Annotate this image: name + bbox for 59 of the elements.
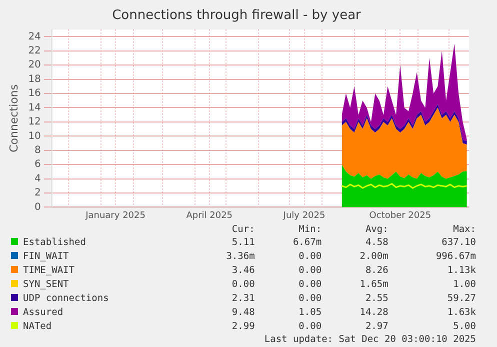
text: 996.67m: [434, 250, 477, 264]
x-tick-label: January 2025: [84, 210, 146, 221]
legend-label: TIME_WAIT: [22, 264, 76, 278]
text: Cur:: [230, 224, 256, 236]
y-tick-label: 4: [34, 173, 41, 184]
text: 0.00: [298, 278, 323, 292]
y-tick-label: 12: [28, 116, 41, 128]
text: 1.00: [452, 278, 477, 292]
y-tick-label: 22: [28, 46, 41, 57]
y-axis-title: Connections: [7, 84, 20, 152]
text: Min:: [298, 224, 323, 236]
text: 59.27: [446, 292, 477, 306]
legend-label: Assured: [22, 306, 64, 320]
text: 8.26: [364, 264, 390, 278]
legend-label: UDP connections: [22, 292, 110, 306]
y-tick-label: 16: [28, 88, 41, 100]
y-tick-label: 8: [34, 144, 41, 156]
text: 3.36m: [225, 250, 256, 264]
text: 0.00: [298, 292, 323, 306]
y-tick-label: 6: [34, 159, 41, 170]
text: 6.67m: [292, 236, 323, 250]
text: Max:: [452, 224, 477, 236]
legend-label: FIN_WAIT: [22, 250, 70, 264]
text: 1.65m: [358, 278, 390, 292]
text: Avg:: [364, 224, 390, 236]
legend-label: Established: [22, 236, 87, 250]
text: 1.05: [298, 306, 323, 320]
legend-label: NATed: [22, 320, 53, 334]
text: 14.28: [358, 306, 390, 320]
text: 2.99: [230, 320, 256, 334]
text: 1.63k: [446, 306, 477, 320]
x-tick-label: October 2025: [369, 210, 432, 221]
y-tick-label: 0: [34, 202, 41, 213]
y-tick-label: 14: [28, 102, 41, 114]
text: Last update: Sat Dec 20 03:00:10 2025: [263, 334, 477, 346]
text: 0.00: [230, 278, 256, 292]
text: 9.48: [230, 306, 256, 320]
chart-title: Connections through firewall - by year: [112, 8, 362, 24]
text: 0.00: [298, 320, 323, 334]
text: 3.46: [230, 264, 256, 278]
legend-label: SYN_SENT: [22, 278, 70, 292]
text: 637.10: [440, 236, 477, 250]
y-tick-label: 10: [28, 130, 41, 142]
x-tick-label: July 2025: [282, 210, 326, 221]
text: 4.58: [364, 236, 390, 250]
text: 2.00m: [358, 250, 390, 264]
y-tick-label: 2: [34, 188, 41, 199]
text: 1.13k: [446, 264, 477, 278]
x-tick-label: April 2025: [186, 210, 233, 221]
text: 2.55: [364, 292, 390, 306]
y-tick-label: 18: [28, 74, 41, 85]
y-tick-label: 20: [28, 60, 41, 71]
text: 5.11: [230, 236, 256, 250]
text: 0.00: [298, 250, 323, 264]
text: 0.00: [298, 264, 323, 278]
text: 5.00: [452, 320, 477, 334]
text: 2.31: [230, 292, 256, 306]
y-tick-label: 24: [28, 31, 41, 42]
text: 2.97: [364, 320, 390, 334]
